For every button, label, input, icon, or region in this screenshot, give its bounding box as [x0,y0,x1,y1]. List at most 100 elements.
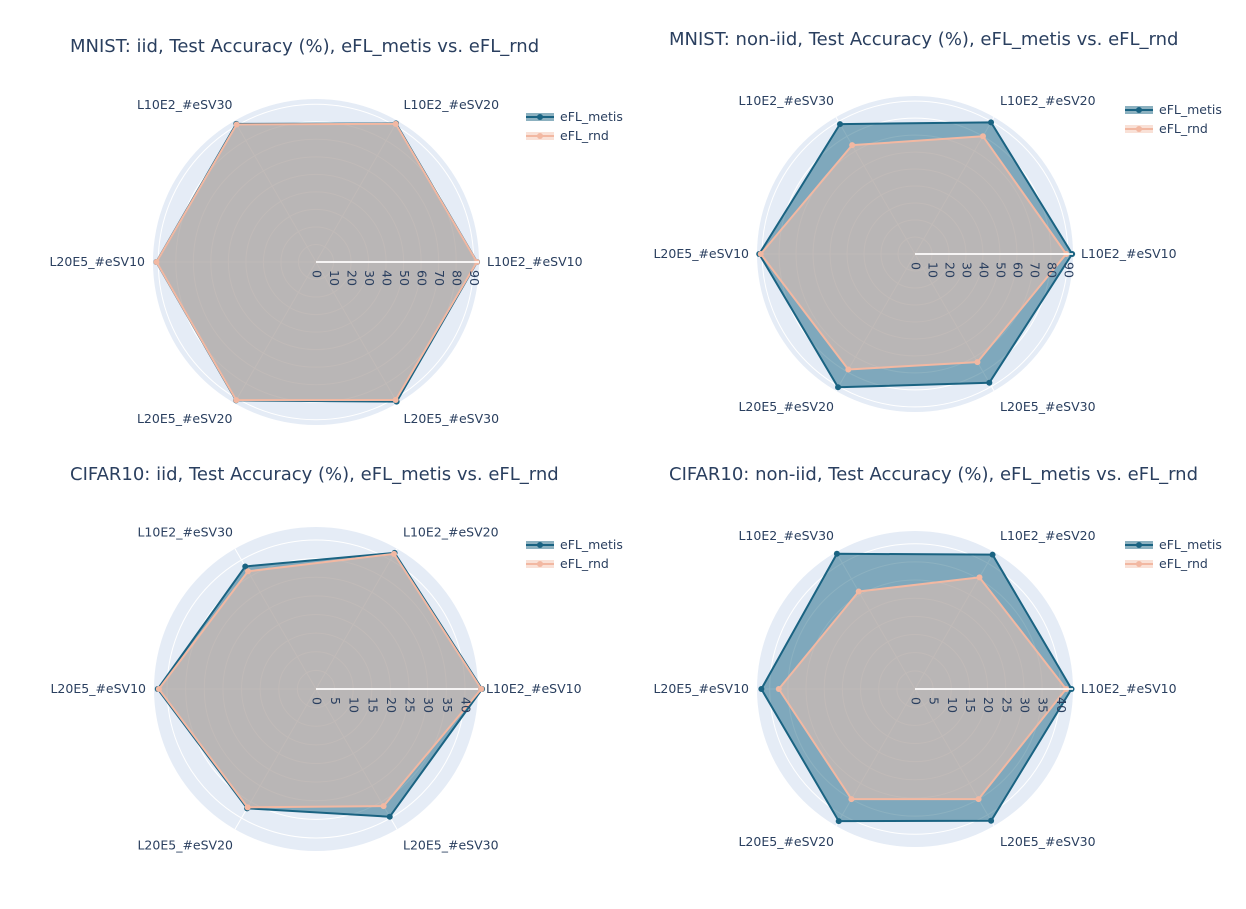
legend-marker [1136,542,1142,548]
data-point-eFL_rnd-L20E5_#eSV30 [975,796,982,803]
data-point-eFL_metis-L10E2_#eSV20 [988,119,995,126]
legend-label: eFL_rnd [560,128,609,143]
radial-tick-label: 40 [1054,697,1069,713]
legend-item-eFL_metis[interactable]: eFL_metis [526,109,623,124]
legend-item-eFL_rnd[interactable]: eFL_rnd [1125,556,1208,571]
category-label: L10E2_#eSV10 [487,254,583,269]
category-label: L20E5_#eSV30 [403,837,499,852]
category-label: L20E5_#eSV20 [738,399,834,414]
data-point-eFL_metis-L20E5_#eSV30 [986,379,993,386]
radial-tick-label: 40 [976,262,991,278]
category-label: L20E5_#eSV10 [653,681,749,696]
data-point-eFL_rnd-L20E5_#eSV20 [244,804,251,811]
radial-tick-label: 35 [440,697,455,713]
category-label: L10E2_#eSV10 [486,681,582,696]
legend-item-eFL_rnd[interactable]: eFL_rnd [526,128,609,143]
category-label: L10E2_#eSV20 [1000,528,1096,543]
legend-item-eFL_rnd[interactable]: eFL_rnd [526,556,609,571]
legend-item-eFL_metis[interactable]: eFL_metis [526,537,623,552]
legend-item-eFL_metis[interactable]: eFL_metis [1125,537,1222,552]
data-point-eFL_rnd-L20E5_#eSV30 [392,396,399,403]
legend-item-eFL_rnd[interactable]: eFL_rnd [1125,121,1208,136]
legend-label: eFL_rnd [560,556,609,571]
radial-tick-label: 60 [415,270,430,286]
legend-marker [537,561,543,567]
data-point-eFL_rnd-L20E5_#eSV20 [845,366,852,373]
data-point-eFL_rnd-L10E2_#eSV20 [979,133,986,140]
category-label: L10E2_#eSV20 [404,97,500,112]
radial-tick-label: 40 [458,697,473,713]
legend-marker [1136,561,1142,567]
legend-marker [537,542,543,548]
category-label: L10E2_#eSV30 [137,525,233,540]
legend-marker [1136,126,1142,132]
radial-tick-label: 70 [432,270,447,286]
data-point-eFL_rnd-L20E5_#eSV30 [380,803,387,810]
chart-title: CIFAR10: non-iid, Test Accuracy (%), eFL… [669,464,1198,485]
radial-tick-label: 0 [909,697,924,705]
radial-tick-label: 30 [959,262,974,278]
category-label: L10E2_#eSV20 [1000,93,1096,108]
radial-tick-label: 20 [942,262,957,278]
radial-tick-label: 5 [328,697,343,705]
data-point-eFL_metis-L10E2_#eSV30 [242,563,249,570]
legend-item-eFL_metis[interactable]: eFL_metis [1125,102,1222,117]
radial-tick-label: 10 [347,697,362,713]
data-point-eFL_rnd-L10E2_#eSV30 [245,568,252,575]
radial-tick-label: 60 [1010,262,1025,278]
radar-chart-2: MNIST: non-iid, Test Accuracy (%), eFL_m… [653,29,1221,414]
chart-title: CIFAR10: iid, Test Accuracy (%), eFL_met… [70,464,559,485]
data-point-eFL_rnd-L20E5_#eSV10 [775,686,782,692]
data-point-eFL_rnd-L10E2_#eSV30 [849,142,856,149]
category-label: L20E5_#eSV10 [50,681,146,696]
category-label: L10E2_#eSV30 [738,93,834,108]
data-point-eFL_metis-L10E2_#eSV30 [836,121,843,128]
category-label: L10E2_#eSV10 [1081,681,1177,696]
legend-label: eFL_rnd [1159,556,1208,571]
radial-tick-label: 30 [421,697,436,713]
radar-chart-4: CIFAR10: non-iid, Test Accuracy (%), eFL… [653,464,1221,849]
category-label: L20E5_#eSV10 [49,254,145,269]
radial-tick-label: 25 [999,697,1014,713]
data-point-eFL_rnd-L20E5_#eSV30 [974,359,981,366]
chart-title: MNIST: non-iid, Test Accuracy (%), eFL_m… [669,29,1178,50]
data-point-eFL_metis-L20E5_#eSV30 [386,813,393,820]
radial-tick-label: 10 [925,262,940,278]
radial-tick-label: 50 [993,262,1008,278]
data-point-eFL_metis-L10E2_#eSV20 [989,551,996,558]
data-point-eFL_rnd-L20E5_#eSV20 [233,397,240,404]
category-label: L20E5_#eSV30 [1000,399,1096,414]
radar-chart-3: CIFAR10: iid, Test Accuracy (%), eFL_met… [50,464,622,852]
data-point-eFL_rnd-L20E5_#eSV10 [153,259,160,265]
data-point-eFL_metis-L20E5_#eSV30 [988,817,995,824]
data-point-eFL_metis-L20E5_#eSV10 [758,686,765,692]
category-label: L10E2_#eSV20 [403,525,499,540]
radial-tick-label: 80 [1044,262,1059,278]
radial-tick-label: 70 [1027,262,1042,278]
category-label: L10E2_#eSV30 [137,97,233,112]
legend-label: eFL_rnd [1159,121,1208,136]
category-label: L20E5_#eSV30 [1000,834,1096,849]
radial-tick-label: 20 [981,697,996,713]
data-point-eFL_rnd-L10E2_#eSV30 [233,121,240,128]
radial-tick-label: 10 [327,270,342,286]
legend-label: eFL_metis [1159,537,1222,552]
data-point-eFL_rnd-L10E2_#eSV30 [855,588,862,595]
data-point-eFL_rnd-L10E2_#eSV10 [478,686,485,692]
category-label: L20E5_#eSV30 [404,411,500,426]
radial-tick-label: 30 [1017,697,1032,713]
radial-tick-label: 90 [1061,262,1076,278]
category-label: L20E5_#eSV20 [137,411,233,426]
data-point-eFL_rnd-L20E5_#eSV10 [757,251,764,257]
data-point-eFL_metis-L20E5_#eSV20 [835,818,842,825]
radial-tick-label: 0 [310,697,325,705]
radial-tick-label: 25 [403,697,418,713]
legend-marker [1136,107,1142,113]
category-label: L20E5_#eSV20 [137,837,233,852]
radial-tick-label: 20 [345,270,360,286]
category-label: L20E5_#eSV20 [738,834,834,849]
category-label: L10E2_#eSV10 [1081,246,1177,261]
radial-tick-label: 15 [365,697,380,713]
legend-label: eFL_metis [560,109,623,124]
